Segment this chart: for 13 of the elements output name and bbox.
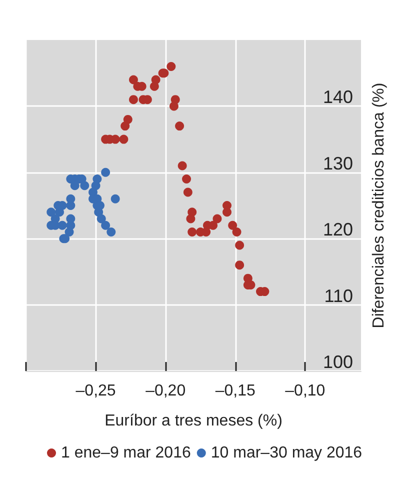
x-axis-title: Euríbor a tres meses (%) — [104, 412, 282, 430]
legend-label: 10 mar–30 may 2016 — [210, 444, 362, 462]
y-axis-title: Diferenciales crediticios banca (%) — [370, 82, 388, 328]
y-tick-label: 110 — [324, 286, 353, 306]
x-tick-label: –0,10 — [285, 382, 326, 400]
y-tick-label: 130 — [322, 153, 353, 174]
y-tick-label: 140 — [322, 87, 353, 108]
x-tick-label: –0,20 — [146, 382, 186, 400]
legend-label: 1 ene–9 mar 2016 — [61, 444, 191, 462]
y-tick-label: 120 — [322, 220, 353, 240]
y-tick-label: 100 — [322, 352, 353, 372]
x-tick-label: –0,15 — [215, 382, 256, 400]
x-tick-label: –0,25 — [76, 382, 116, 400]
